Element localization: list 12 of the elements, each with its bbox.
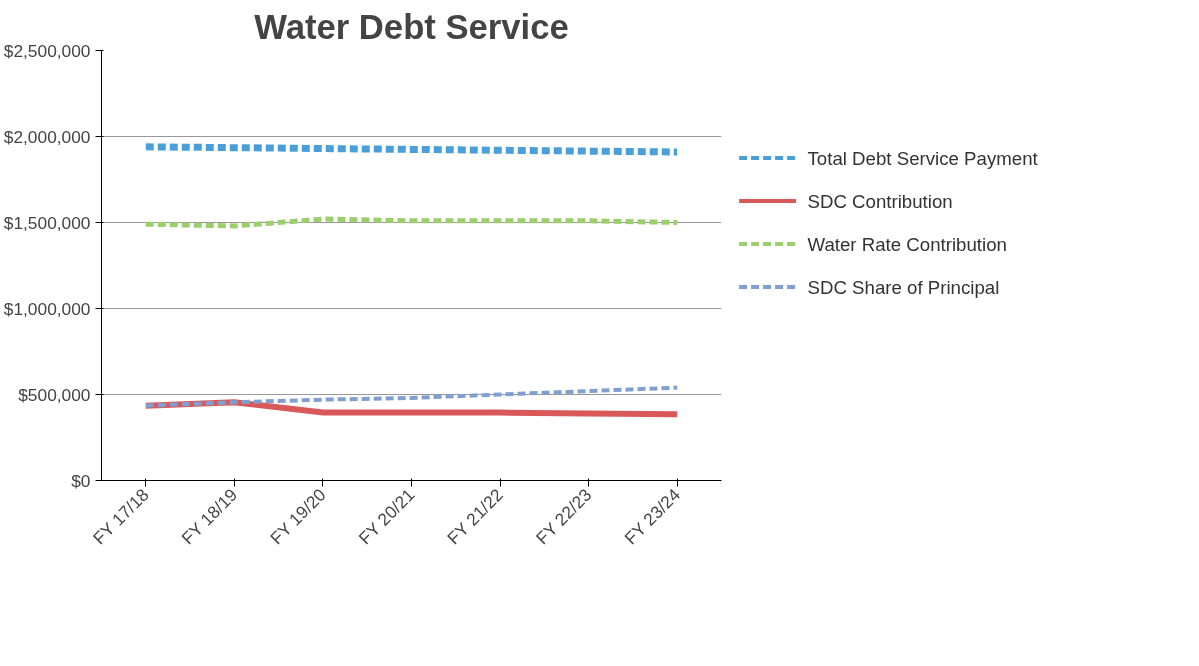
y-tick-label: $1,500,000 — [3, 212, 91, 233]
y-tick-label: $2,500,000 — [3, 40, 91, 61]
legend-label: SDC Contribution — [807, 190, 953, 212]
legend-label: Total Debt Service Payment — [807, 147, 1039, 169]
legend-label: Water Rate Contribution — [807, 233, 1007, 255]
y-tick-label: $0 — [71, 470, 91, 491]
y-tick-label: $500,000 — [18, 384, 91, 405]
y-tick-label: $1,000,000 — [3, 298, 91, 319]
y-tick-label: $2,000,000 — [3, 126, 91, 147]
line-series — [143, 385, 680, 408]
chart-title: Water Debt Service — [254, 7, 569, 46]
legend-label: SDC Share of Principal — [807, 276, 1000, 298]
